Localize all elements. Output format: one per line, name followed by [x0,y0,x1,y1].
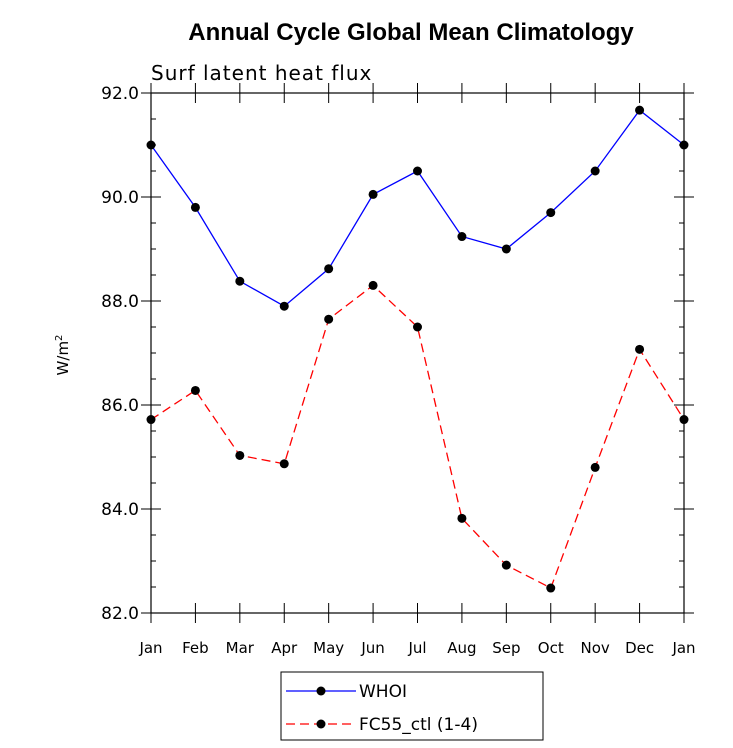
x-tick-label: Jan [138,639,162,657]
series-1-point [190,385,200,395]
y-axis-label-exponent: 2 [54,335,65,341]
series-1-point [457,513,467,523]
series-0-point [501,244,511,254]
y-tick-label: 88.0 [101,292,139,312]
series-1-point [679,415,689,425]
x-tick-label: Mar [226,639,255,657]
legend-label-0: WHOI [359,682,407,702]
series-0-point [235,276,245,286]
series-0-point [635,105,645,115]
x-tick-label: Nov [581,639,610,657]
chart-subtitle: Surf latent heat flux [151,61,372,85]
series-1-point [413,322,422,332]
series-1-point [501,560,511,570]
series-1-point [590,462,600,472]
y-tick-label: 82.0 [101,604,139,624]
series-0-point [190,202,200,212]
legend-marker-0 [316,686,326,696]
x-tick-label: Sep [492,639,520,657]
y-tick-label: 92.0 [101,84,139,104]
series-1-point [324,314,334,324]
series-0-point [324,264,334,274]
y-axis-label-unit: W/m [54,341,72,376]
series-0-point [368,189,378,199]
x-tick-label: Jul [407,639,426,657]
legend-label-1: FC55_ctl (1-4) [359,715,478,735]
series-layer [146,105,689,593]
series-0-point [546,208,556,218]
axis-ticks: 82.0 84.0 86.0 88.0 90.0 92.0 Jan Feb Mar Apr May J… [101,83,696,657]
chart-title: Annual Cycle Global Mean Climatology [188,19,634,46]
series-0-point [457,232,467,242]
x-tick-label: Aug [447,639,476,657]
series-1-point [146,415,156,425]
series-1-point [546,583,556,593]
y-tick-label: 90.0 [101,188,139,208]
legend: WHOI FC55_ctl (1-4) [280,671,544,741]
series-0-point [679,140,689,150]
series-1-point [635,344,645,354]
series-line-0 [150,109,685,307]
y-tick-label: 86.0 [101,396,139,416]
series-0-point [146,140,156,150]
series-1-point [235,450,245,460]
x-tick-label: May [313,639,344,657]
y-tick-label: 84.0 [101,500,139,520]
series-0-point [413,166,422,176]
x-tick-label: Jun [360,639,384,657]
y-axis-label: W/m2 [54,335,72,376]
x-tick-label: Apr [271,639,298,657]
series-0-point [279,301,289,311]
x-tick-label: Oct [538,639,564,657]
series-1-point [368,280,378,290]
series-0-point [590,166,600,176]
series-1-point [279,459,289,469]
legend-box [280,671,544,741]
x-tick-label: Dec [625,639,654,657]
legend-marker-1 [316,719,326,729]
x-tick-label: Feb [182,639,209,657]
x-tick-label: Jan [671,639,695,657]
